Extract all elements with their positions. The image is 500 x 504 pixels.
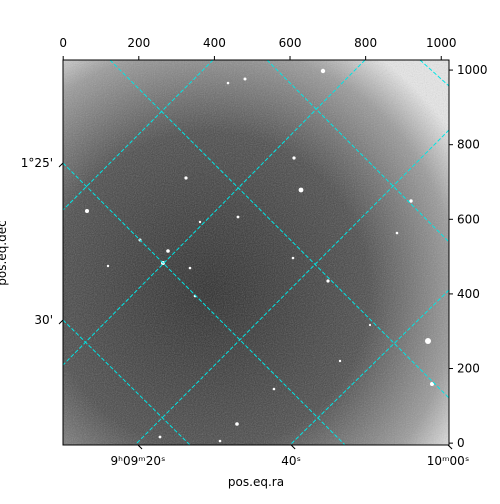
x-axis-label: pos.eq.ra: [228, 475, 284, 489]
ra-tick-label: 40ˢ: [281, 454, 301, 468]
ra-tick: [137, 444, 143, 450]
dec-tick: [58, 319, 64, 325]
y-tick-label: 1000: [457, 63, 488, 77]
x-tick-label: 0: [59, 36, 67, 50]
y-tick-label: 400: [457, 287, 480, 301]
x-tick-label: 600: [279, 36, 302, 50]
dec-tick-label: 1°25': [21, 156, 53, 170]
y-tick-label: 600: [457, 212, 480, 226]
x-tick-label: 400: [203, 36, 226, 50]
y-tick-label: 200: [457, 362, 480, 376]
coordinate-grid: [63, 60, 449, 445]
ra-tick: [447, 444, 453, 450]
ra-tick-label: 10ᵐ00ˢ: [427, 454, 470, 468]
sky-image: [63, 60, 449, 445]
x-tick-label: 800: [354, 36, 377, 50]
ra-tick-label: 9ʰ09ᵐ20ˢ: [111, 454, 166, 468]
frame: [62, 59, 450, 446]
stars: [85, 68, 434, 443]
y-tick-label: 800: [457, 138, 480, 152]
dec-tick-label: 30': [34, 313, 53, 327]
dec-tick: [58, 162, 64, 168]
x-tick-label: 1000: [426, 36, 457, 50]
x-tick-label: 200: [127, 36, 150, 50]
y-axis-label: pos.eq.dec: [0, 220, 9, 285]
ra-tick: [290, 444, 296, 450]
y-tick-label: 0: [457, 436, 465, 450]
